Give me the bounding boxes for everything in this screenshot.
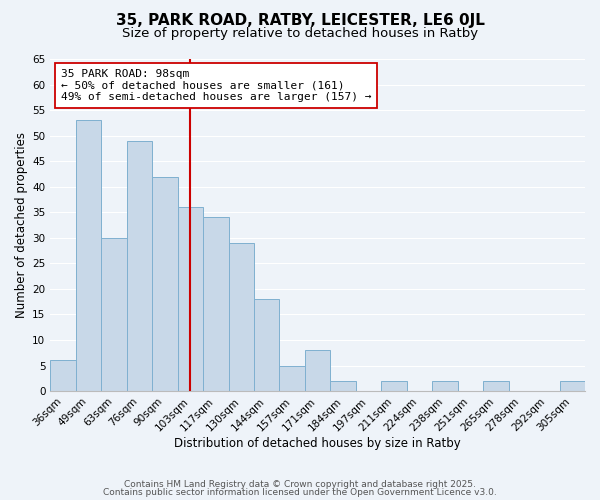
Bar — [254, 299, 280, 391]
Bar — [127, 141, 152, 391]
X-axis label: Distribution of detached houses by size in Ratby: Distribution of detached houses by size … — [174, 437, 461, 450]
Text: Contains public sector information licensed under the Open Government Licence v3: Contains public sector information licen… — [103, 488, 497, 497]
Bar — [331, 381, 356, 391]
Bar — [381, 381, 407, 391]
Text: 35, PARK ROAD, RATBY, LEICESTER, LE6 0JL: 35, PARK ROAD, RATBY, LEICESTER, LE6 0JL — [116, 12, 484, 28]
Bar — [76, 120, 101, 391]
Bar — [280, 366, 305, 391]
Text: Size of property relative to detached houses in Ratby: Size of property relative to detached ho… — [122, 28, 478, 40]
Bar — [432, 381, 458, 391]
Bar — [560, 381, 585, 391]
Bar — [50, 360, 76, 391]
Text: 35 PARK ROAD: 98sqm
← 50% of detached houses are smaller (161)
49% of semi-detac: 35 PARK ROAD: 98sqm ← 50% of detached ho… — [61, 69, 371, 102]
Y-axis label: Number of detached properties: Number of detached properties — [15, 132, 28, 318]
Bar — [305, 350, 331, 391]
Bar — [178, 207, 203, 391]
Bar — [229, 243, 254, 391]
Bar — [483, 381, 509, 391]
Bar — [101, 238, 127, 391]
Bar — [203, 218, 229, 391]
Text: Contains HM Land Registry data © Crown copyright and database right 2025.: Contains HM Land Registry data © Crown c… — [124, 480, 476, 489]
Bar — [152, 176, 178, 391]
